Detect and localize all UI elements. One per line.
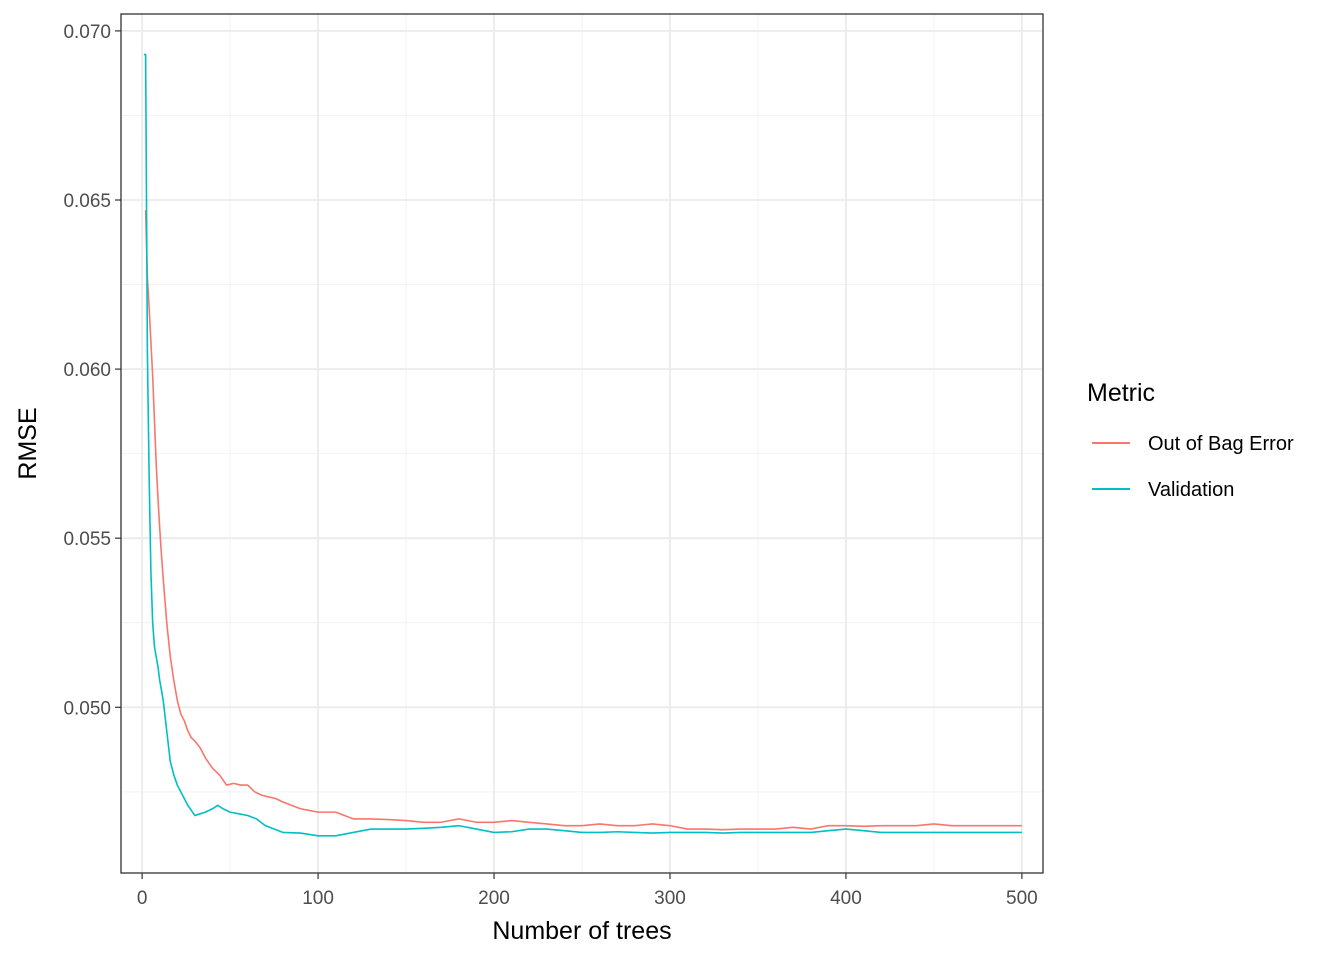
panel-border <box>120 13 1044 874</box>
y-axis-title: RMSE <box>14 407 42 479</box>
x-tick-label: 400 <box>830 888 862 909</box>
axis-ticks: 0 100 200 300 400 500 0.050 0.055 0.060 0.065 0.07… <box>63 22 1037 909</box>
x-axis-title: Number of trees <box>492 917 671 945</box>
y-tick-label: 0.065 <box>63 191 111 212</box>
x-tick-label: 100 <box>302 888 334 909</box>
x-tick-label: 500 <box>1006 888 1038 909</box>
series-layer <box>143 53 1022 837</box>
series-line-1 <box>143 53 1022 837</box>
y-tick-label: 0.055 <box>63 529 111 550</box>
y-tick-label: 0.050 <box>63 698 111 719</box>
x-tick-label: 300 <box>654 888 686 909</box>
y-tick-label: 0.060 <box>63 360 111 381</box>
legend: Metric Out of Bag Error Validation <box>1087 379 1294 501</box>
gridlines <box>121 14 1043 873</box>
legend-label-1: Validation <box>1148 479 1234 501</box>
y-tick-label: 0.070 <box>63 22 111 43</box>
legend-label-0: Out of Bag Error <box>1148 433 1294 455</box>
legend-title: Metric <box>1087 379 1155 407</box>
x-tick-label: 0 <box>137 888 148 909</box>
x-tick-label: 200 <box>478 888 510 909</box>
series-line-0 <box>144 210 1022 831</box>
